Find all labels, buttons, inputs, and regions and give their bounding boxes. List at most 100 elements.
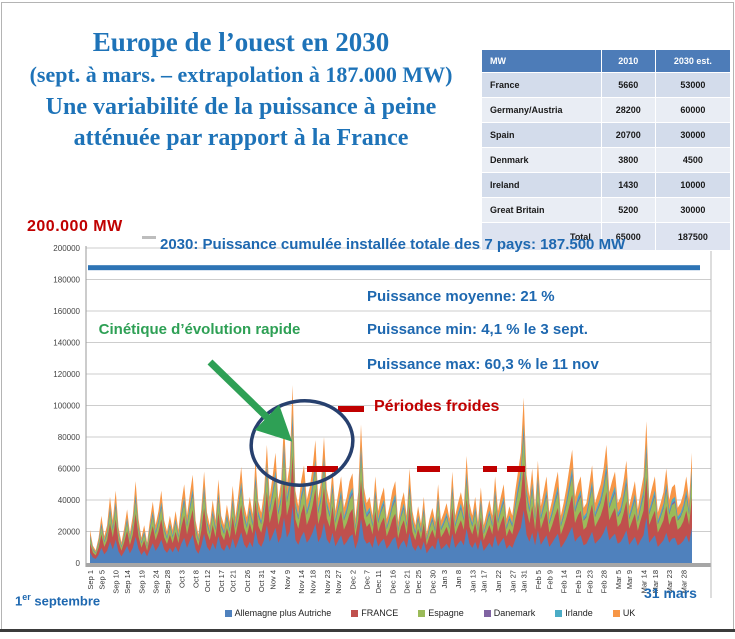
x-axis-tick-label: Mar 14 bbox=[639, 570, 648, 593]
x-axis-tick-label: Feb 19 bbox=[574, 570, 583, 593]
table-row: Germany/Austria 28200 60000 bbox=[481, 97, 732, 123]
legend-swatch-icon bbox=[351, 609, 359, 617]
y-axis-tick-label: 80000 bbox=[58, 433, 81, 442]
x-axis-tick-label: Nov 4 bbox=[269, 570, 278, 590]
table-cell: 1430 bbox=[600, 172, 656, 198]
table-header-cell: 2010 bbox=[600, 49, 656, 73]
legend-item: FRANCE bbox=[351, 608, 398, 618]
table-cell: Ireland bbox=[481, 172, 602, 198]
x-axis-tick-label: Jan 27 bbox=[508, 570, 517, 593]
y-axis-tick-label: 140000 bbox=[53, 339, 80, 348]
table-cell: 5200 bbox=[600, 197, 656, 223]
x-axis-tick-label: Jan 17 bbox=[480, 570, 489, 593]
start-label-sup: er bbox=[22, 592, 31, 602]
kinetics-annotation: Cinétique d’évolution rapide bbox=[98, 321, 301, 338]
capacity-200000-label: 200.000 MW bbox=[27, 218, 123, 235]
x-axis-tick-label: Dec 2 bbox=[348, 570, 357, 590]
x-axis-tick-label: Dec 21 bbox=[403, 570, 412, 594]
legend-label: Allemagne plus Autriche bbox=[234, 608, 332, 618]
y-axis-tick-label: 120000 bbox=[53, 370, 80, 379]
table-cell: 60000 bbox=[654, 97, 732, 123]
table-row: France 5660 53000 bbox=[481, 72, 732, 98]
x-axis-tick-label: Dec 7 bbox=[363, 570, 372, 590]
table-row: Spain 20700 30000 bbox=[481, 122, 732, 148]
x-axis-tick-label: Mar 28 bbox=[679, 570, 688, 593]
y-axis-tick-label: 200000 bbox=[53, 244, 80, 253]
x-axis-tick-label: Sep 5 bbox=[97, 570, 106, 590]
table-cell: Germany/Austria bbox=[481, 97, 602, 123]
highlight-ellipse bbox=[249, 399, 355, 487]
x-axis-tick-label: Jan 31 bbox=[520, 570, 529, 593]
table-cell: Denmark bbox=[481, 147, 602, 173]
x-axis-tick-label: Feb 28 bbox=[600, 570, 609, 593]
table-total-row: Total 65000 187500 bbox=[481, 222, 732, 251]
legend-swatch-icon bbox=[612, 609, 620, 617]
x-axis-tick-label: Sep 1 bbox=[86, 570, 95, 590]
x-axis-tick-label: Dec 16 bbox=[388, 570, 397, 594]
x-axis-tick-label: Jan 3 bbox=[440, 570, 449, 588]
x-axis-tick-label: Dec 25 bbox=[414, 570, 423, 594]
y-axis-tick-label: 100000 bbox=[53, 402, 80, 411]
x-axis-tick-label: Sep 19 bbox=[137, 570, 146, 594]
x-axis-tick-label: Sep 28 bbox=[163, 570, 172, 594]
x-axis-tick-label: Feb 9 bbox=[545, 570, 554, 589]
x-axis-tick-label: Nov 18 bbox=[309, 570, 318, 594]
cold-period-dash bbox=[507, 466, 525, 472]
legend-swatch-icon bbox=[555, 609, 563, 617]
x-axis-tick-label: Nov 9 bbox=[283, 570, 292, 590]
table-header-cell: MW bbox=[481, 49, 602, 73]
title-block: Europe de l’ouest en 2030 (sept. à mars.… bbox=[0, 26, 482, 154]
y-axis-tick-label: 20000 bbox=[58, 528, 81, 537]
legend-label: Irlande bbox=[565, 608, 593, 618]
x-axis-start-label: 1er septembre bbox=[15, 592, 100, 608]
slide-title: Europe de l’ouest en 2030 bbox=[92, 27, 390, 57]
legend-item: Irlande bbox=[555, 608, 593, 618]
table-row: Great Britain 5200 30000 bbox=[481, 197, 732, 223]
x-axis-line bbox=[86, 563, 711, 567]
table-cell: 4500 bbox=[654, 147, 732, 173]
x-axis-tick-label: Mar 18 bbox=[651, 570, 660, 593]
x-axis-tick-label: Nov 23 bbox=[323, 570, 332, 594]
table-total-cell: 187500 bbox=[654, 222, 732, 251]
max-power-annotation: Puissance max: 60,3 % le 11 nov bbox=[367, 356, 599, 373]
y-axis-tick-label: 160000 bbox=[53, 307, 80, 316]
capacity-line bbox=[88, 265, 700, 271]
x-axis-tick-label: Mar 9 bbox=[625, 570, 634, 589]
x-axis-tick-label: Jan 13 bbox=[468, 570, 477, 593]
legend: Allemagne plus Autriche FRANCE Espagne Dane… bbox=[160, 608, 700, 618]
table-cell: France bbox=[481, 72, 602, 98]
legend-swatch-icon bbox=[224, 609, 232, 617]
x-axis-tick-label: Sep 14 bbox=[123, 570, 132, 594]
x-axis-tick-label: Oct 3 bbox=[177, 570, 186, 588]
table-header-cell: 2030 est. bbox=[654, 49, 732, 73]
legend-item: Espagne bbox=[418, 608, 464, 618]
x-axis-tick-label: Sep 24 bbox=[152, 570, 161, 594]
slide-subtitle: (sept. à mars. – extrapolation à 187.000… bbox=[29, 62, 453, 88]
mean-power-annotation: Puissance moyenne: 21 % bbox=[367, 288, 555, 305]
y-axis-tick-label: 0 bbox=[76, 559, 81, 568]
x-axis-tick-label: Oct 26 bbox=[243, 570, 252, 592]
legend-item: UK bbox=[612, 608, 635, 618]
table-cell: 30000 bbox=[654, 197, 732, 223]
cold-period-dash bbox=[483, 466, 497, 472]
x-axis-tick-label: Dec 30 bbox=[428, 570, 437, 594]
table-cell: 20700 bbox=[600, 122, 656, 148]
x-axis-tick-label: Nov 27 bbox=[334, 570, 343, 594]
x-axis-tick-label: Mar 5 bbox=[614, 570, 623, 589]
legend-label: Espagne bbox=[428, 608, 464, 618]
x-axis-tick-label: Jan 8 bbox=[454, 570, 463, 588]
y-axis-tick-label: 40000 bbox=[58, 496, 81, 505]
cold-period-dash bbox=[307, 466, 338, 472]
slide-bottom-edge bbox=[0, 629, 735, 632]
legend-item: Danemark bbox=[483, 608, 535, 618]
green-arrow-icon bbox=[207, 359, 293, 442]
x-axis-tick-label: Dec 11 bbox=[374, 570, 383, 593]
x-axis-tick-label: Jan 22 bbox=[494, 570, 503, 593]
table-row: Ireland 1430 10000 bbox=[481, 172, 732, 198]
table-cell: Great Britain bbox=[481, 197, 602, 223]
table-row: Denmark 3800 4500 bbox=[481, 147, 732, 173]
start-label-number: 1 bbox=[15, 593, 23, 609]
table-total-cell: 65000 bbox=[600, 222, 656, 251]
table-total-cell: Total bbox=[481, 222, 602, 251]
